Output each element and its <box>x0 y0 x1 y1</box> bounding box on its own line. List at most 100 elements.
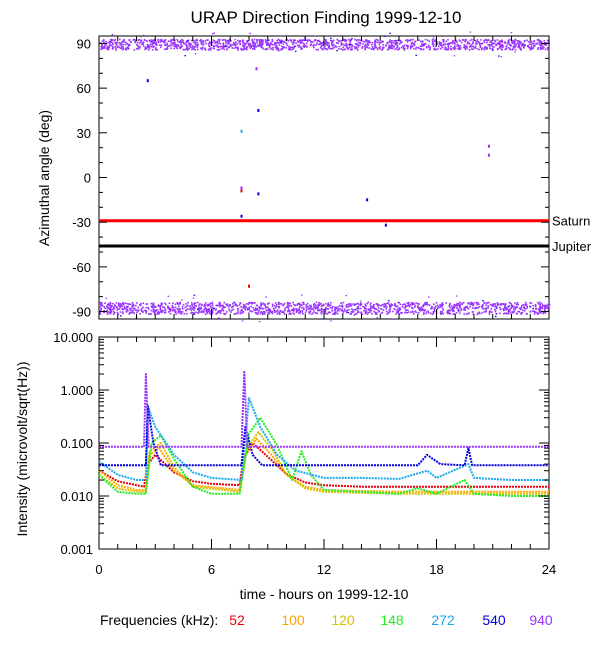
band-dot <box>526 39 528 42</box>
band-dot <box>311 313 313 315</box>
band-dot <box>535 42 537 45</box>
band-dot <box>274 41 277 44</box>
band-dot <box>299 305 301 308</box>
band-dot <box>403 306 406 309</box>
band-dot <box>515 303 518 306</box>
band-dot <box>194 311 197 314</box>
band-dot <box>433 40 436 42</box>
band-dot <box>483 308 485 310</box>
band-dot <box>543 305 546 308</box>
band-dot <box>496 39 499 41</box>
band-dot <box>349 41 352 43</box>
band-dot <box>136 48 138 50</box>
band-dot <box>452 309 454 311</box>
band-dot <box>151 306 154 309</box>
band-dot <box>206 312 209 315</box>
band-dot <box>308 311 310 313</box>
band-dot <box>180 313 183 315</box>
band-dot <box>346 306 349 308</box>
band-dot <box>152 42 154 44</box>
band-dot <box>313 310 315 312</box>
band-dot <box>182 48 185 51</box>
band-dot <box>145 47 147 50</box>
band-dot <box>377 39 379 41</box>
band-dot <box>292 39 295 41</box>
band-dot <box>263 313 266 315</box>
azimuth-points <box>146 67 490 288</box>
band-dot <box>393 304 396 307</box>
band-dot <box>446 48 449 51</box>
band-dot <box>268 309 271 311</box>
azimuth-tick-label: -30 <box>72 215 91 230</box>
band-dot <box>176 307 179 310</box>
band-dot <box>428 304 431 306</box>
band-dot <box>232 43 235 45</box>
band-dot <box>389 305 391 308</box>
band-dot <box>263 304 266 307</box>
band-dot <box>394 41 397 43</box>
band-dot <box>511 40 514 42</box>
band-dot <box>119 44 121 46</box>
band-dot <box>105 297 108 299</box>
band-dot <box>241 310 243 312</box>
band-dot <box>128 39 131 41</box>
band-dot <box>367 301 370 304</box>
band-dot <box>254 42 257 45</box>
band-dot <box>193 312 195 314</box>
band-dot <box>117 308 119 310</box>
band-dot <box>509 307 512 310</box>
band-dot <box>336 309 339 312</box>
band-dot <box>189 45 191 47</box>
band-dot <box>149 40 151 42</box>
band-dot <box>509 43 512 46</box>
band-dot <box>219 309 221 312</box>
band-dot <box>193 294 196 296</box>
band-dot <box>100 301 103 304</box>
intensity-tick-label: 0.001 <box>60 542 93 557</box>
band-dot <box>314 304 317 306</box>
band-dot <box>297 311 300 314</box>
band-dot <box>299 310 302 312</box>
band-dot <box>358 39 360 41</box>
band-dot <box>520 49 522 51</box>
band-dot <box>458 312 461 315</box>
band-dot <box>185 48 188 50</box>
band-dot <box>277 42 280 44</box>
band-dot <box>344 310 346 312</box>
band-dot <box>293 308 296 311</box>
band-dot <box>431 307 434 309</box>
band-dot <box>504 48 507 51</box>
band-dot <box>109 302 112 305</box>
band-dot <box>494 310 497 313</box>
band-dot <box>217 310 220 313</box>
band-dot <box>201 303 204 306</box>
band-dot <box>130 310 132 312</box>
band-dot <box>485 308 487 311</box>
band-dot <box>242 307 245 309</box>
band-dot <box>536 39 539 41</box>
band-dot <box>177 45 180 47</box>
band-dot <box>313 303 315 305</box>
band-dot <box>206 308 208 310</box>
band-dot <box>530 302 533 305</box>
band-dot <box>333 43 335 46</box>
band-dot <box>363 45 366 47</box>
band-dot <box>261 307 264 310</box>
band-dot <box>354 313 357 315</box>
band-dot <box>455 304 457 306</box>
band-dot <box>419 45 422 47</box>
band-dot <box>303 37 306 39</box>
band-dot <box>270 311 273 313</box>
band-dot <box>379 46 381 48</box>
band-dot <box>137 309 140 311</box>
band-dot <box>156 309 159 311</box>
band-dot <box>256 313 259 315</box>
band-dot <box>329 301 332 304</box>
band-dot <box>204 313 207 316</box>
band-dot <box>408 304 410 307</box>
band-dot <box>528 46 530 49</box>
band-dot <box>506 42 509 44</box>
band-dot <box>513 42 516 44</box>
band-dot <box>146 45 149 47</box>
band-dot <box>104 44 107 47</box>
